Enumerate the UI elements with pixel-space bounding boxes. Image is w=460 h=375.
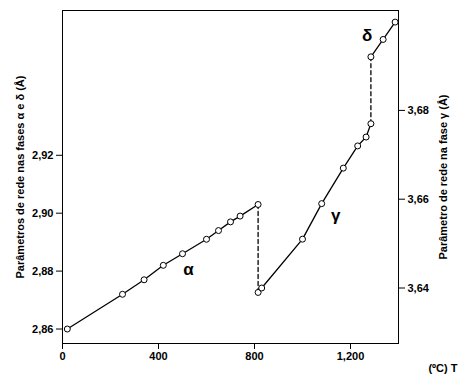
svg-text:Parâmetros de rede nas fases α: Parâmetros de rede nas fases α e δ (Å)	[14, 75, 26, 278]
svg-text:0: 0	[59, 350, 65, 362]
svg-text:2,86: 2,86	[32, 323, 53, 335]
svg-text:3,64: 3,64	[408, 282, 430, 294]
svg-text:3,66: 3,66	[408, 193, 429, 205]
svg-text:2,88: 2,88	[32, 265, 53, 277]
svg-text:2,90: 2,90	[32, 207, 53, 219]
svg-text:800: 800	[245, 350, 263, 362]
svg-text:3,68: 3,68	[408, 104, 429, 116]
svg-text:(ºC) T: (ºC) T	[428, 362, 457, 374]
svg-text:Parâmetro de rede na fase γ (Å: Parâmetro de rede na fase γ (Å)	[437, 94, 449, 259]
svg-text:γ: γ	[331, 206, 341, 225]
svg-text:2,92: 2,92	[32, 149, 53, 161]
svg-text:α: α	[183, 260, 194, 279]
svg-text:400: 400	[149, 350, 167, 362]
svg-text:δ: δ	[362, 26, 372, 45]
svg-text:1,200: 1,200	[337, 350, 365, 362]
